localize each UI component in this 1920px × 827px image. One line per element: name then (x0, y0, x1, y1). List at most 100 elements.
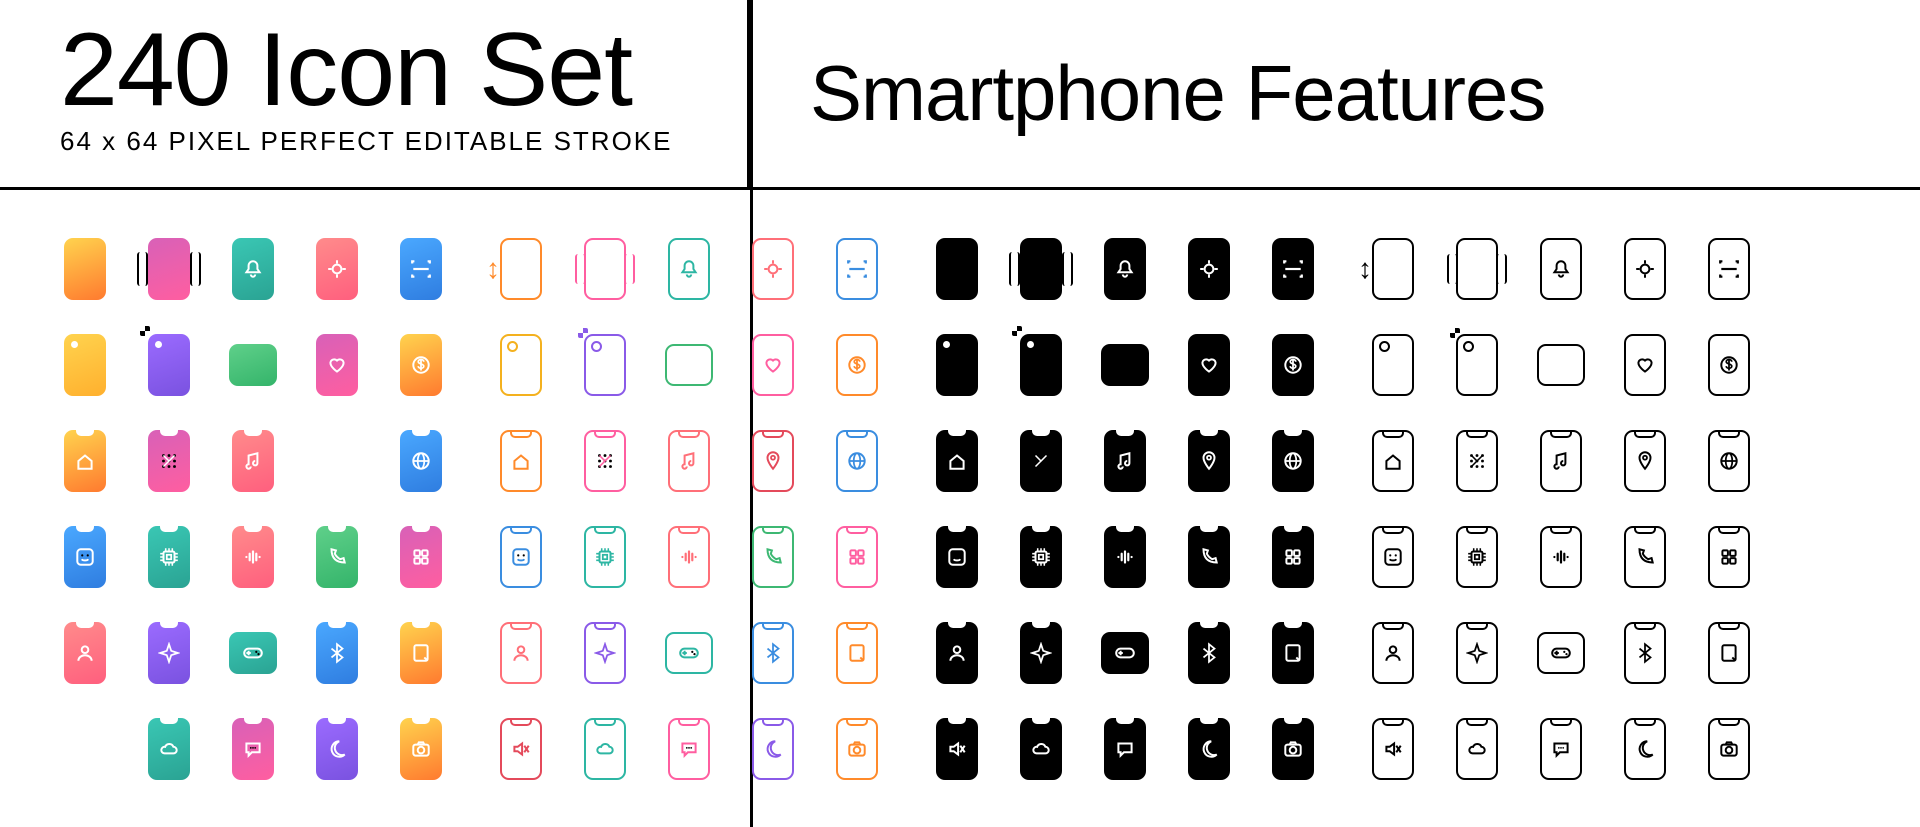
phone-heart-icon (1621, 332, 1669, 398)
phone-home-icon (1369, 428, 1417, 494)
phone-cpu-icon (1453, 524, 1501, 590)
phone-plain-icon (61, 236, 109, 302)
phone-bluetooth-icon (749, 620, 797, 686)
phone-faceid-frame-icon (397, 236, 445, 302)
phone-camera-icon (397, 716, 445, 782)
phone-back-cam-icon (497, 332, 545, 398)
phone-location-icon (749, 428, 797, 494)
phone-cloud-icon (1017, 716, 1065, 782)
icon-grid-row (0, 190, 1920, 788)
phone-faceid-frame-icon (1269, 236, 1317, 302)
phone-cpu-icon (581, 524, 629, 590)
phone-user-icon (61, 620, 109, 686)
phone-moon-icon (1621, 716, 1669, 782)
phone-game-icon (1537, 620, 1585, 686)
phone-bell-icon (1537, 236, 1585, 302)
phone-cloud-icon (1453, 716, 1501, 782)
phone-chat-icon (665, 716, 713, 782)
phone-dollar-icon (833, 332, 881, 398)
phone-game-icon (665, 620, 713, 686)
phone-audio-icon (229, 524, 277, 590)
phone-call-icon (749, 524, 797, 590)
header-left: 240 Icon Set 64 x 64 PIXEL PERFECT EDITA… (0, 0, 750, 187)
header-right: Smartphone Features (750, 0, 1920, 187)
phone-back-cam-icon (933, 332, 981, 398)
phone-bell-icon (229, 236, 277, 302)
phone-gps-icon (1185, 236, 1233, 302)
phone-faceid-icon (933, 524, 981, 590)
phone-music-icon (1101, 428, 1149, 494)
phone-heart-icon (313, 332, 361, 398)
phone-home-icon (933, 428, 981, 494)
phone-moon-icon (1185, 716, 1233, 782)
phone-vibrate-icon (1017, 236, 1065, 302)
phone-plain-icon (1369, 236, 1417, 302)
phone-note-icon (833, 620, 881, 686)
phone-bluetooth-icon (1621, 620, 1669, 686)
phone-faceid-frame-icon (833, 236, 881, 302)
phone-cloud-icon (145, 716, 193, 782)
phone-airplane-icon (1453, 620, 1501, 686)
vertical-divider (750, 0, 753, 827)
phone-chat-icon (1537, 716, 1585, 782)
phone-faceid-icon (1369, 524, 1417, 590)
phone-home-icon (497, 428, 545, 494)
phone-call-icon (1621, 524, 1669, 590)
phone-globe-icon (1705, 428, 1753, 494)
phone-call-icon (1185, 524, 1233, 590)
phone-music-icon (665, 428, 713, 494)
phone-airplane-icon (581, 620, 629, 686)
phone-back-cam-flash-icon (1017, 332, 1065, 398)
phone-faceid-frame-icon (1705, 236, 1753, 302)
phone-landscape-icon (229, 332, 277, 398)
phone-vibrate-icon (1453, 236, 1501, 302)
phone-audio-icon (1101, 524, 1149, 590)
phone-apps-icon (1269, 524, 1317, 590)
phone-location-icon (1185, 428, 1233, 494)
phone-audio-icon (1537, 524, 1585, 590)
phone-back-cam-flash-icon (1453, 332, 1501, 398)
phone-mute-icon (497, 716, 545, 782)
phone-cpu-icon (145, 524, 193, 590)
phone-location-icon (1621, 428, 1669, 494)
phone-music-icon (1537, 428, 1585, 494)
phone-faceid-icon (61, 524, 109, 590)
icon-grid-solid (927, 230, 1323, 788)
phone-plain-icon (497, 236, 545, 302)
phone-heart-icon (749, 332, 797, 398)
phone-location-icon (313, 428, 361, 494)
phone-bell-icon (665, 236, 713, 302)
phone-back-cam-icon (1369, 332, 1417, 398)
header: 240 Icon Set 64 x 64 PIXEL PERFECT EDITA… (0, 0, 1920, 190)
phone-airplane-icon (145, 620, 193, 686)
phone-mute-icon (61, 716, 109, 782)
phone-back-cam-flash-icon (581, 332, 629, 398)
phone-dollar-icon (1705, 332, 1753, 398)
phone-gps-icon (749, 236, 797, 302)
phone-dollar-icon (1269, 332, 1317, 398)
phone-home-icon (61, 428, 109, 494)
phone-audio-icon (665, 524, 713, 590)
phone-note-icon (397, 620, 445, 686)
phone-vibrate-icon (145, 236, 193, 302)
phone-moon-icon (313, 716, 361, 782)
icon-grid-gradient (55, 230, 451, 788)
phone-user-icon (933, 620, 981, 686)
phone-call-icon (313, 524, 361, 590)
phone-bluetooth-icon (1185, 620, 1233, 686)
phone-gps-icon (313, 236, 361, 302)
phone-chat-icon (229, 716, 277, 782)
icon-grid-color-line (491, 230, 887, 788)
title-main: 240 Icon Set (60, 18, 747, 122)
phone-mute-icon (933, 716, 981, 782)
title-sub: 64 x 64 PIXEL PERFECT EDITABLE STROKE (60, 126, 747, 157)
phone-apps-icon (833, 524, 881, 590)
phone-cpu-icon (1017, 524, 1065, 590)
phone-bluetooth-icon (313, 620, 361, 686)
phone-camera-icon (1269, 716, 1317, 782)
phone-landscape-icon (665, 332, 713, 398)
phone-apps-icon (1705, 524, 1753, 590)
phone-pattern-icon (581, 428, 629, 494)
phone-cloud-icon (581, 716, 629, 782)
phone-note-icon (1705, 620, 1753, 686)
